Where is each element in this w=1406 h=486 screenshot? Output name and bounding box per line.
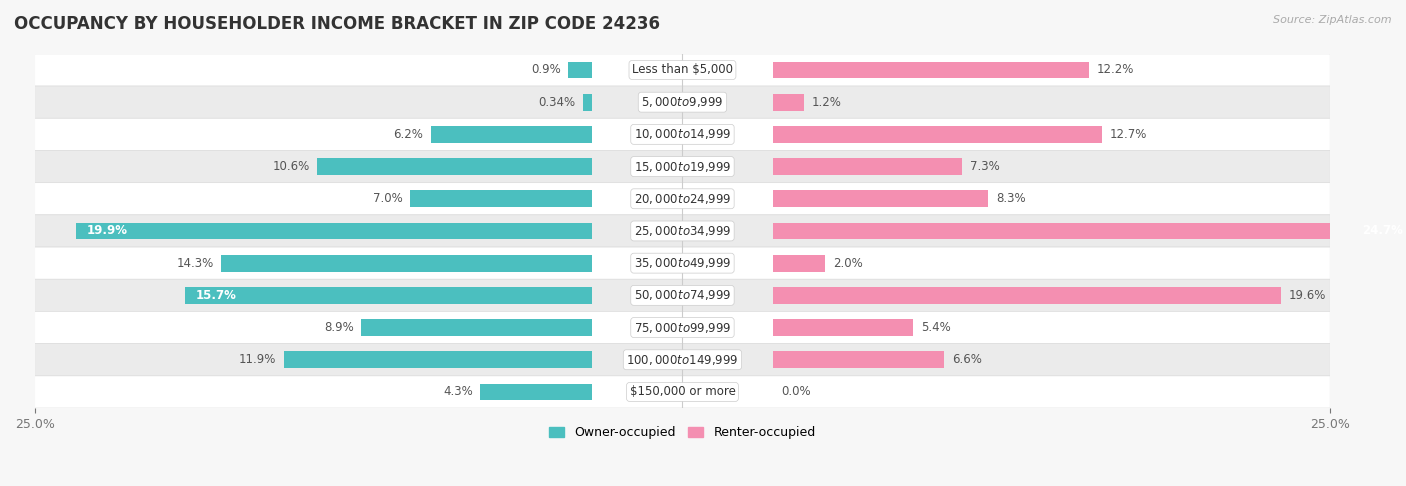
Text: 0.9%: 0.9% [531, 64, 561, 76]
Text: 7.3%: 7.3% [970, 160, 1000, 173]
Bar [568, 62, 592, 78]
Text: 11.9%: 11.9% [239, 353, 276, 366]
Text: 7.0%: 7.0% [373, 192, 402, 205]
Bar [773, 126, 1102, 143]
Bar [773, 94, 804, 110]
Text: 0.34%: 0.34% [538, 96, 575, 109]
FancyBboxPatch shape [35, 215, 1330, 247]
Legend: Owner-occupied, Renter-occupied: Owner-occupied, Renter-occupied [544, 421, 821, 444]
Bar [432, 126, 592, 143]
Bar [284, 351, 592, 368]
Bar [773, 351, 943, 368]
Bar [361, 319, 592, 336]
Bar [773, 62, 1090, 78]
Text: $50,000 to $74,999: $50,000 to $74,999 [634, 288, 731, 302]
Text: 24.7%: 24.7% [1361, 225, 1403, 238]
Text: 1.2%: 1.2% [811, 96, 842, 109]
Text: $35,000 to $49,999: $35,000 to $49,999 [634, 256, 731, 270]
Bar [773, 223, 1406, 239]
Text: 19.6%: 19.6% [1288, 289, 1326, 302]
Text: 10.6%: 10.6% [273, 160, 309, 173]
Bar [773, 191, 988, 207]
Bar [773, 319, 912, 336]
Bar [481, 383, 592, 400]
Text: 2.0%: 2.0% [832, 257, 862, 270]
FancyBboxPatch shape [35, 118, 1330, 151]
Bar [773, 287, 1281, 304]
FancyBboxPatch shape [35, 86, 1330, 118]
Bar [773, 158, 962, 175]
FancyBboxPatch shape [35, 344, 1330, 376]
Text: $75,000 to $99,999: $75,000 to $99,999 [634, 321, 731, 334]
FancyBboxPatch shape [35, 151, 1330, 183]
Text: 15.7%: 15.7% [195, 289, 236, 302]
Text: 4.3%: 4.3% [443, 385, 472, 399]
Text: Source: ZipAtlas.com: Source: ZipAtlas.com [1274, 15, 1392, 25]
Text: 6.2%: 6.2% [394, 128, 423, 141]
Text: 5.4%: 5.4% [921, 321, 950, 334]
Text: OCCUPANCY BY HOUSEHOLDER INCOME BRACKET IN ZIP CODE 24236: OCCUPANCY BY HOUSEHOLDER INCOME BRACKET … [14, 15, 659, 33]
Text: 6.6%: 6.6% [952, 353, 981, 366]
Bar [583, 94, 592, 110]
Bar [221, 255, 592, 272]
Text: 8.9%: 8.9% [323, 321, 353, 334]
Bar [773, 255, 825, 272]
Text: Less than $5,000: Less than $5,000 [631, 64, 733, 76]
Text: 0.0%: 0.0% [780, 385, 810, 399]
Text: $150,000 or more: $150,000 or more [630, 385, 735, 399]
Bar [186, 287, 592, 304]
FancyBboxPatch shape [35, 279, 1330, 312]
Text: $20,000 to $24,999: $20,000 to $24,999 [634, 192, 731, 206]
Text: 12.2%: 12.2% [1097, 64, 1135, 76]
FancyBboxPatch shape [35, 54, 1330, 86]
Bar [318, 158, 592, 175]
Text: 8.3%: 8.3% [995, 192, 1025, 205]
Text: $10,000 to $14,999: $10,000 to $14,999 [634, 127, 731, 141]
Text: 12.7%: 12.7% [1109, 128, 1147, 141]
Text: 14.3%: 14.3% [176, 257, 214, 270]
Bar [411, 191, 592, 207]
Text: $15,000 to $19,999: $15,000 to $19,999 [634, 159, 731, 174]
FancyBboxPatch shape [35, 247, 1330, 279]
Text: $25,000 to $34,999: $25,000 to $34,999 [634, 224, 731, 238]
Bar [76, 223, 592, 239]
Text: 19.9%: 19.9% [87, 225, 128, 238]
Text: $5,000 to $9,999: $5,000 to $9,999 [641, 95, 724, 109]
FancyBboxPatch shape [35, 376, 1330, 408]
FancyBboxPatch shape [35, 183, 1330, 215]
Text: $100,000 to $149,999: $100,000 to $149,999 [626, 353, 738, 367]
FancyBboxPatch shape [35, 312, 1330, 344]
